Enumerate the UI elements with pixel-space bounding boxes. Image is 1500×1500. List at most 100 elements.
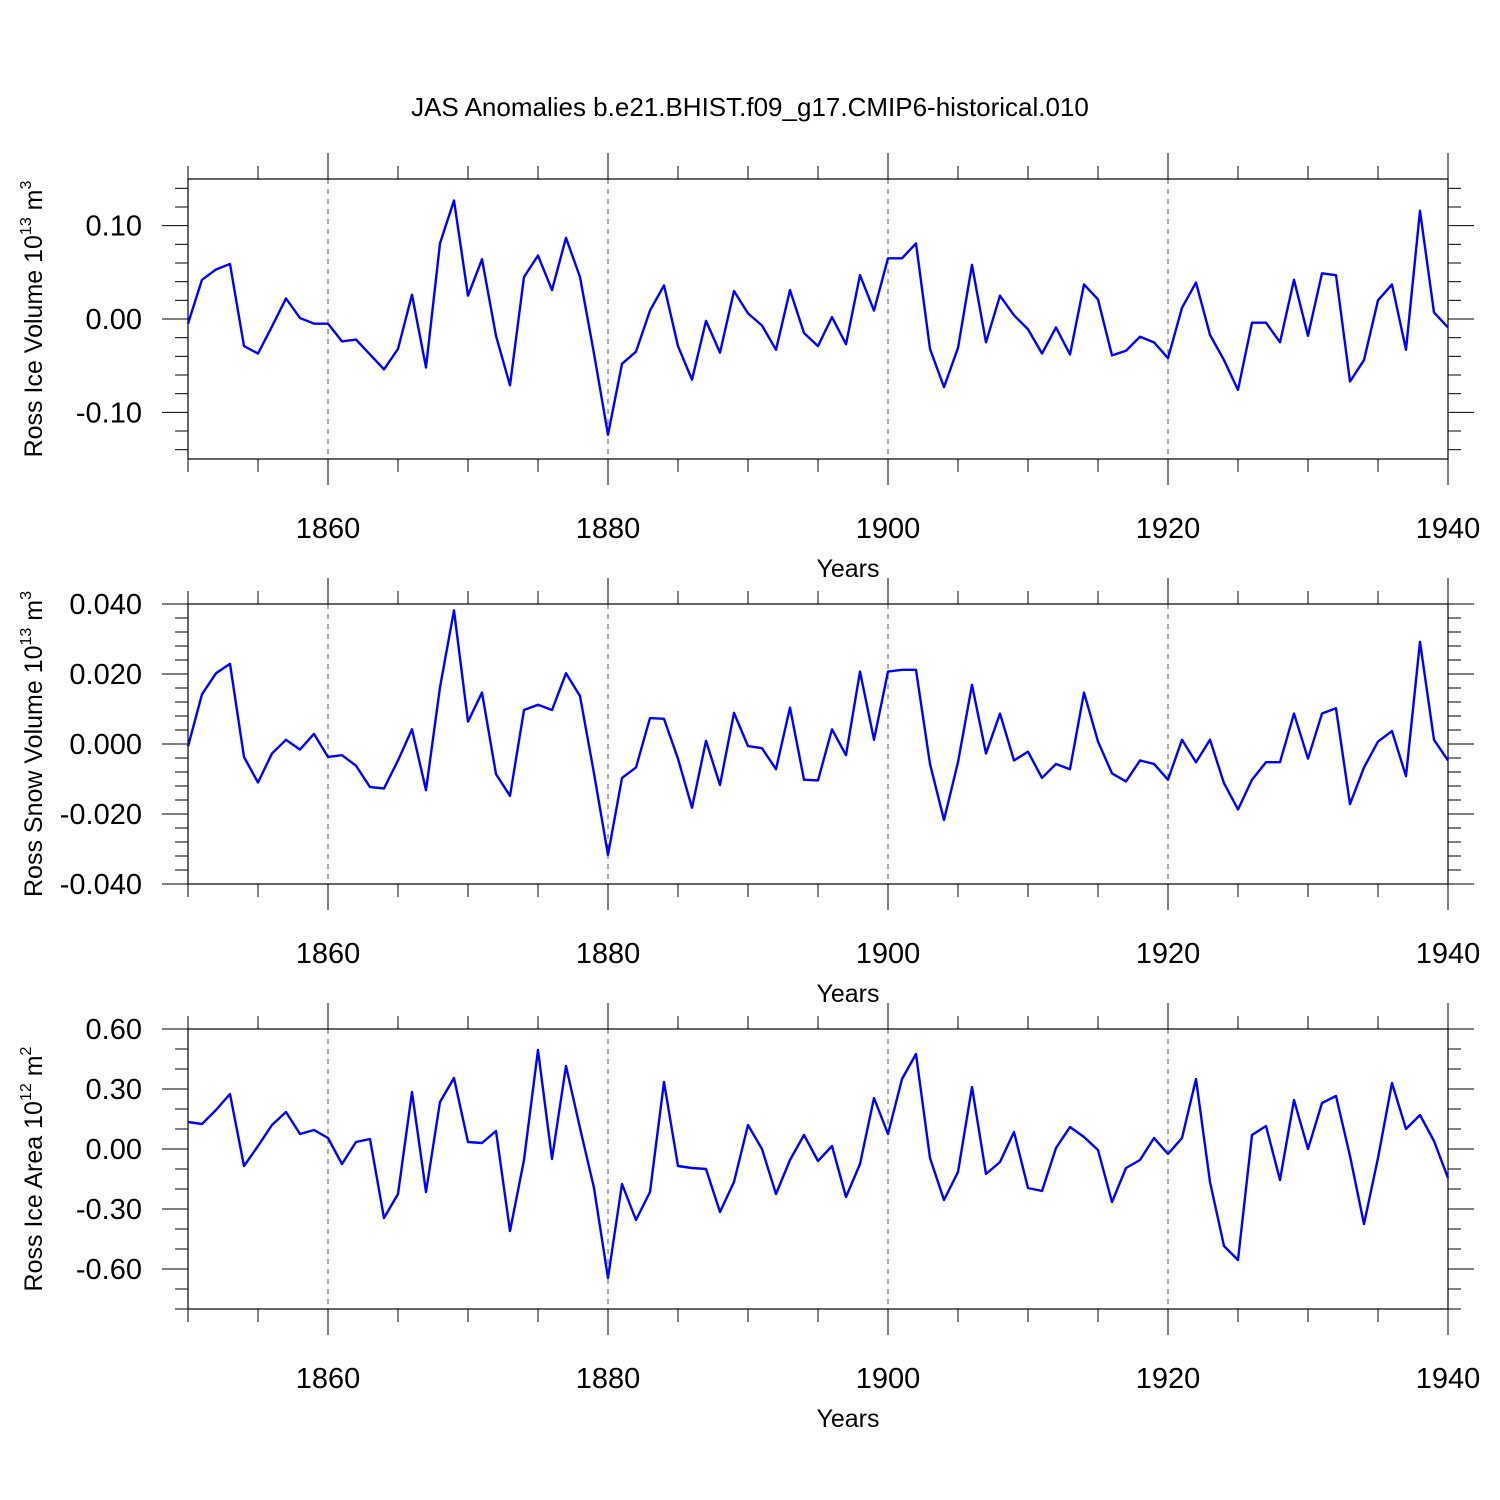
data-point [1181,307,1183,309]
data-point [1223,782,1225,784]
data-point [411,294,413,296]
data-point [257,781,259,783]
y-tick-label: -0.60 [76,1254,142,1286]
y-axis-label-unit: m [20,1055,48,1083]
data-point [1405,349,1407,351]
data-point [1111,772,1113,774]
data-point [1251,1134,1253,1136]
data-point [901,669,903,671]
data-point [929,1157,931,1159]
data-point [495,335,497,337]
data-point [1167,779,1169,781]
data-point [257,1145,259,1147]
y-axis-label: Ross Snow Volume 1013 m3 [18,591,48,897]
data-point [383,1217,385,1219]
data-point [1055,326,1057,328]
data-point [397,759,399,761]
data-point [593,772,595,774]
data-point [215,672,217,674]
data-point [775,349,777,351]
y-axis-label-exponent: 13 [18,217,35,235]
data-point [873,309,875,311]
data-point [817,345,819,347]
y-axis-label-unit: m [20,189,48,217]
data-point [817,779,819,781]
data-point [887,670,889,672]
data-point [201,279,203,281]
data-point [523,1159,525,1161]
data-point [1405,775,1407,777]
data-point [593,352,595,354]
data-point [635,766,637,768]
y-tick-label: 0.60 [86,1014,142,1046]
data-point [1139,1159,1141,1161]
data-point [1447,759,1449,761]
data-point [1419,641,1421,643]
data-point [677,345,679,347]
data-point [943,386,945,388]
data-point [1223,1245,1225,1247]
data-point [817,1160,819,1162]
plot-frame [187,603,1449,885]
data-point [187,322,189,324]
data-point [1209,334,1211,336]
data-point [803,332,805,334]
data-point [1069,353,1071,355]
data-point [789,706,791,708]
data-point [915,242,917,244]
series-line-ross-ice-volume [186,199,1449,436]
data-point [1251,779,1253,781]
x-tick-label: 1860 [296,938,361,970]
data-point [1293,279,1295,281]
data-point [971,264,973,266]
data-point [873,739,875,741]
data-point [565,672,567,674]
data-point [383,368,385,370]
y-tick-label: -0.020 [60,799,142,831]
data-point [1307,758,1309,760]
x-tick-label: 1900 [856,513,921,545]
data-point [1167,357,1169,359]
data-point [831,728,833,730]
data-point [971,684,973,686]
data-point [327,322,329,324]
data-point [285,297,287,299]
data-point [481,258,483,260]
data-point [845,343,847,345]
data-point [1027,1187,1029,1189]
data-point [1083,283,1085,285]
data-point [999,1161,1001,1163]
data-point [929,348,931,350]
plot-frame [187,1028,1449,1310]
data-point [495,773,497,775]
data-point [635,1219,637,1221]
x-tick-label: 1940 [1416,1363,1481,1395]
data-point [481,1142,483,1144]
y-axis-label-unit-exponent: 3 [18,591,35,600]
data-point [1265,761,1267,763]
data-point [579,276,581,278]
data-point [313,733,315,735]
data-point [523,276,525,278]
data-point [1153,341,1155,343]
data-point [635,350,637,352]
data-point [1237,1259,1239,1261]
data-point [999,712,1001,714]
data-point [1125,350,1127,352]
data-point [1293,1099,1295,1101]
data-point [1195,281,1197,283]
x-tick-label: 1940 [1416,938,1481,970]
y-axis-label-exponent: 13 [18,628,35,646]
data-point [621,363,623,365]
data-point [915,1053,917,1055]
data-point [1363,1223,1365,1225]
data-point [761,324,763,326]
data-point [285,739,287,741]
data-point [467,294,469,296]
data-point [663,718,665,720]
data-point [1027,328,1029,330]
y-axis-label-unit: m [20,600,48,628]
data-point [663,284,665,286]
x-tick-label: 1920 [1136,1363,1201,1395]
data-point [1335,707,1337,709]
